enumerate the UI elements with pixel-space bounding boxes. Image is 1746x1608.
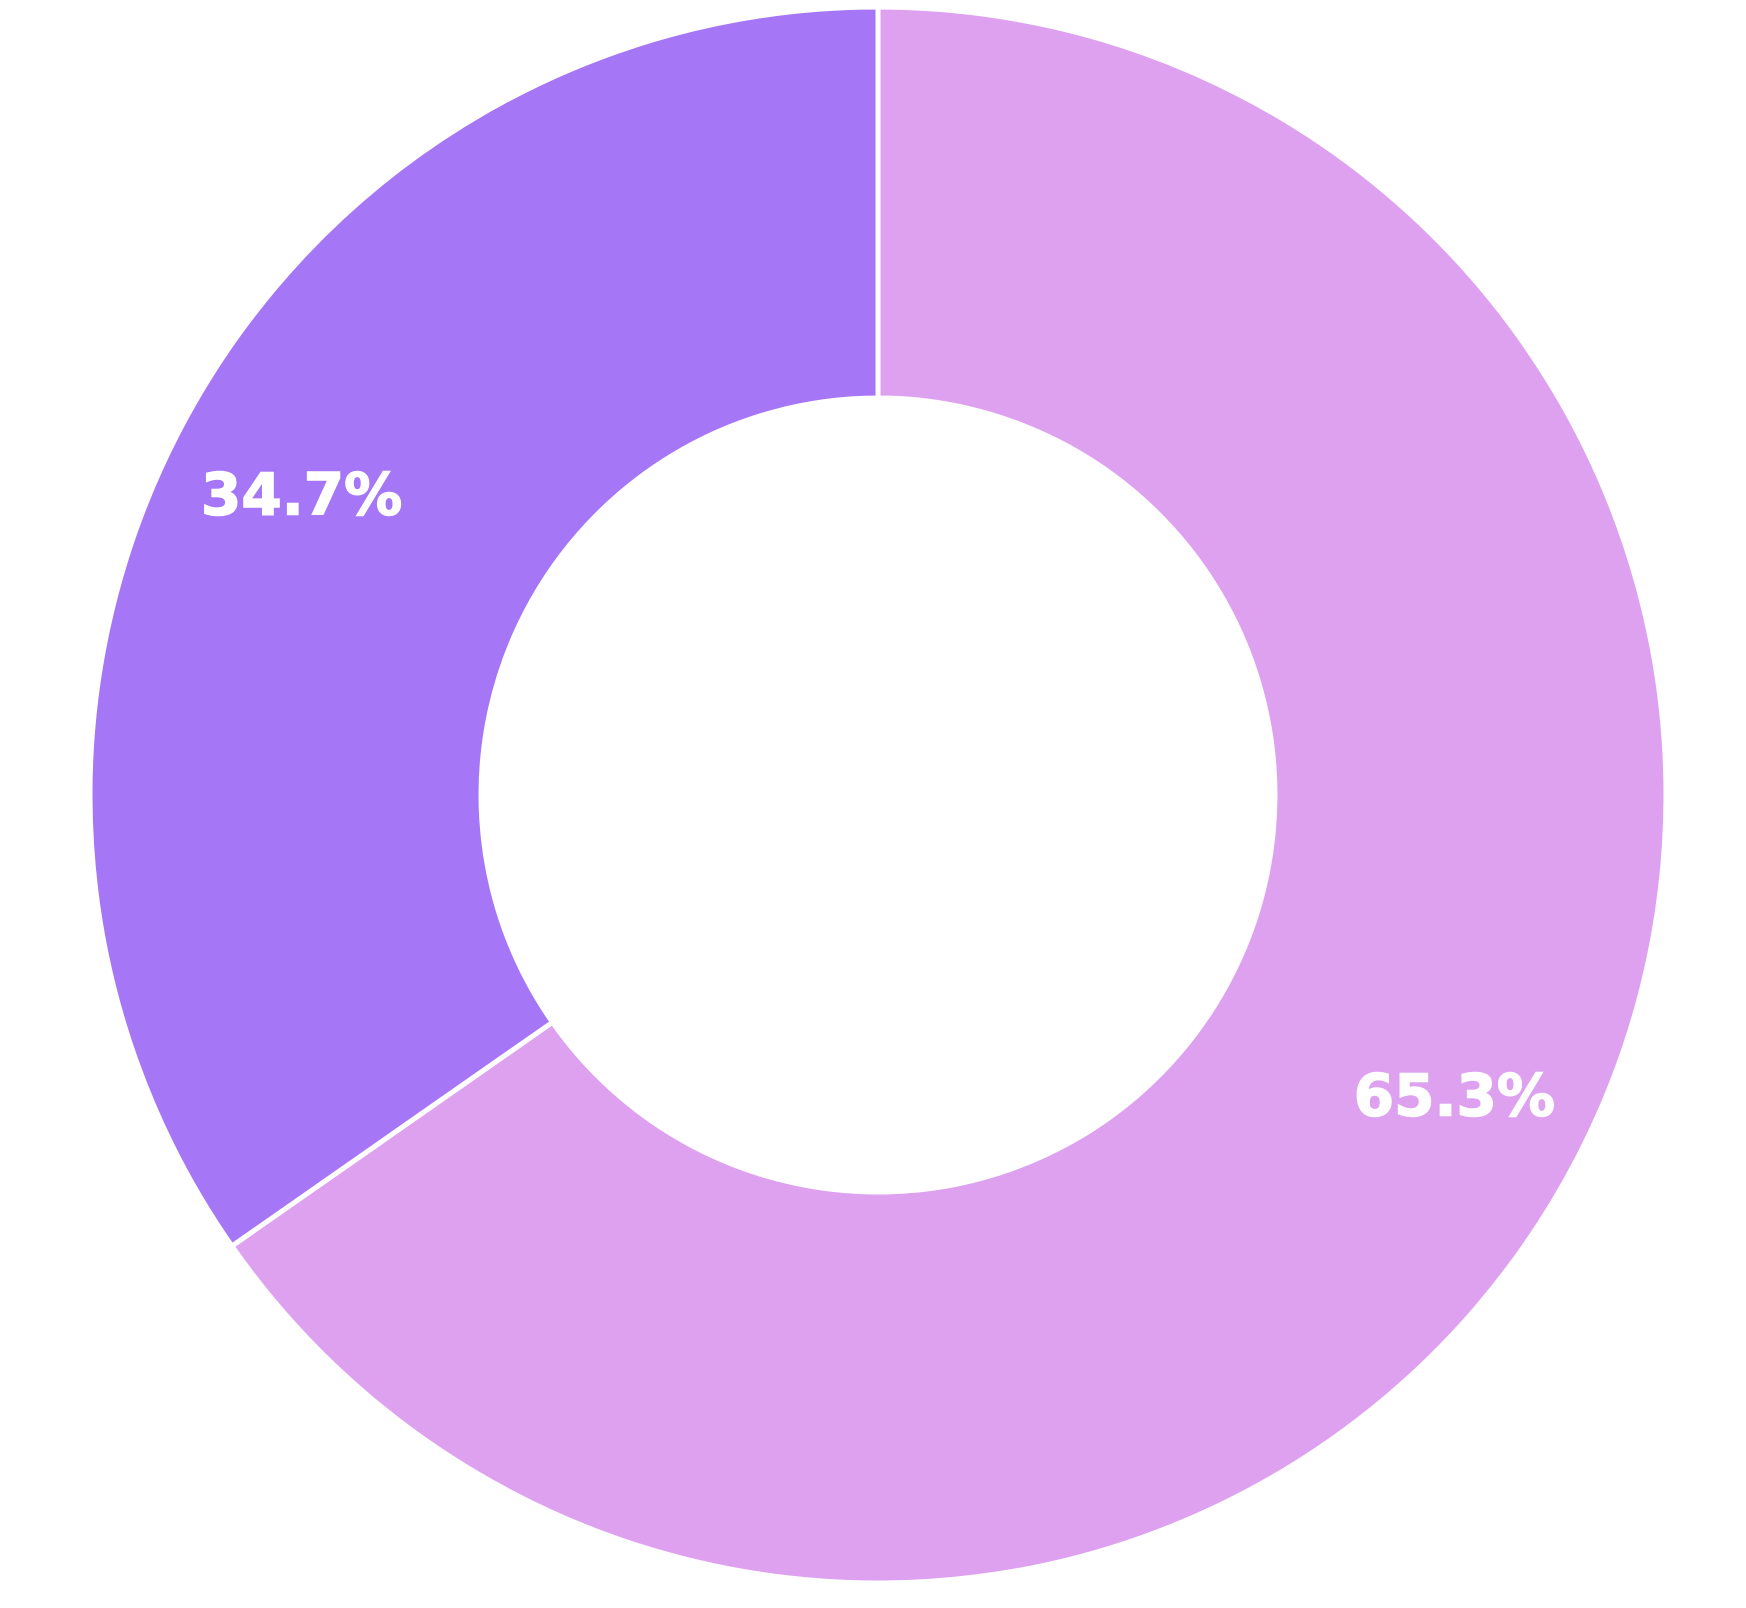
slice-label-2: 34.7%: [201, 460, 402, 528]
donut-data-labels: 65.3% 34.7%: [200, 460, 1555, 1131]
donut-slice-2: [87, 4, 881, 1249]
donut-slice-1: [229, 4, 1669, 1586]
donut-slices: [87, 4, 1669, 1586]
slice-label-1: 65.3%: [1354, 1062, 1555, 1130]
